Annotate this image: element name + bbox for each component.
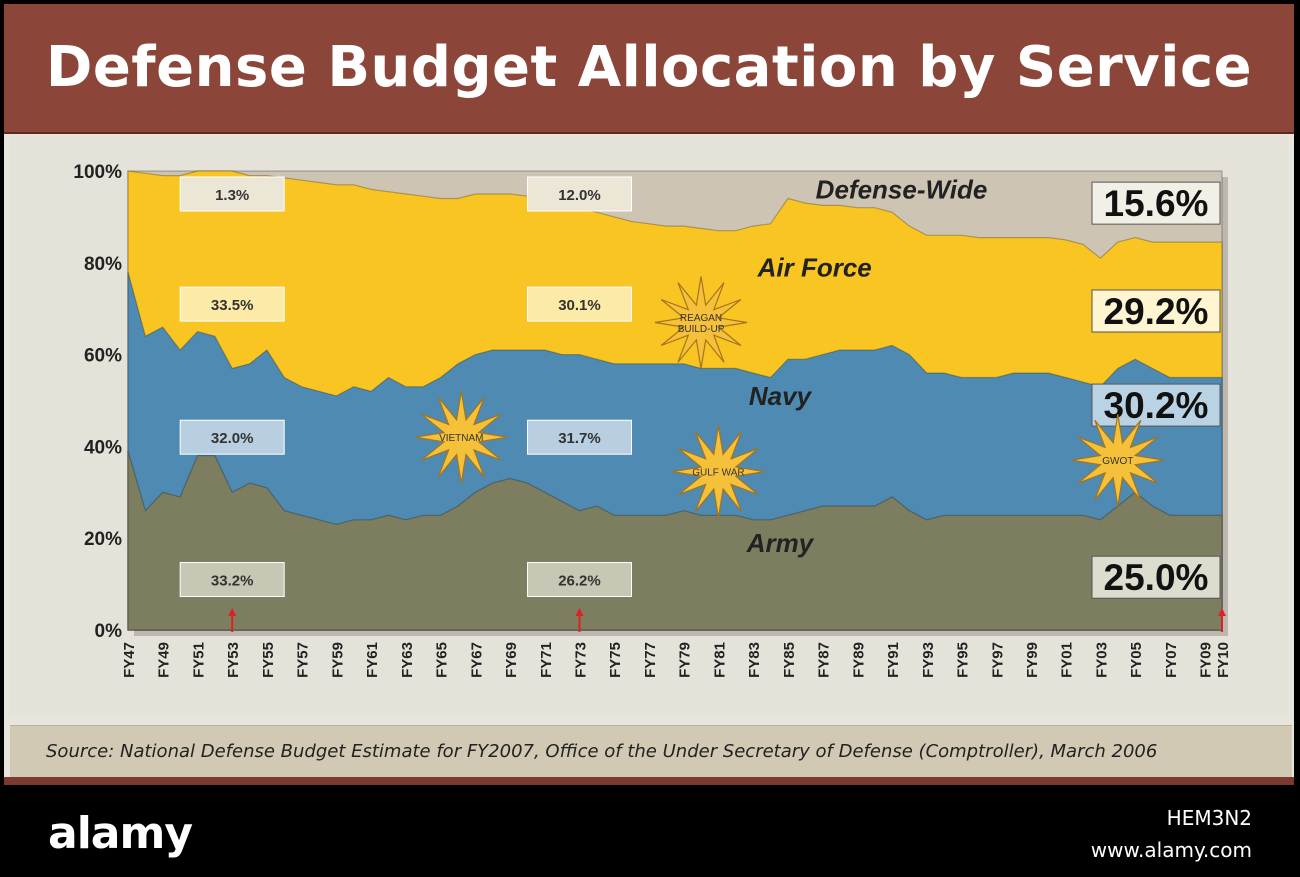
band-label-air-force: Air Force: [757, 252, 872, 282]
value-box-label: 31.7%: [558, 430, 601, 447]
x-tick-label: FY87: [816, 642, 833, 678]
y-tick-label: 20%: [84, 529, 122, 550]
end-value-box-air-force: [1091, 289, 1221, 333]
source-note: Source: National Defense Budget Estimate…: [46, 741, 1158, 762]
x-tick-label: FY81: [711, 642, 728, 678]
x-tick-label: FY79: [677, 642, 694, 678]
x-tick-label: FY83: [746, 642, 763, 678]
x-tick-label: FY09: [1198, 642, 1215, 678]
end-value-label-navy: 30.2%: [1104, 385, 1209, 426]
x-tick-label: FY05: [1128, 642, 1145, 678]
value-box-label: 30.1%: [558, 297, 601, 314]
x-tick-label: FY65: [434, 642, 451, 678]
x-tick-label: FY75: [607, 642, 624, 678]
event-star: [1071, 414, 1164, 507]
page-title: Defense Budget Allocation by Service: [45, 35, 1253, 100]
x-tick-label: FY07: [1163, 642, 1180, 678]
x-tick-label: FY97: [989, 642, 1006, 678]
value-box-label: 12.0%: [558, 187, 601, 204]
x-tick-label: FY61: [364, 642, 381, 678]
end-value-label-army: 25.0%: [1104, 557, 1209, 598]
value-box-label: 33.5%: [211, 297, 254, 314]
x-tick-label: FY47: [121, 642, 138, 678]
y-tick-label: 100%: [73, 162, 122, 183]
event-star: [415, 391, 508, 484]
marker-arrow-head: [228, 608, 237, 616]
marker-arrow-head: [575, 608, 584, 616]
x-tick-label: FY63: [399, 642, 416, 678]
footer-logo: alamy: [48, 808, 193, 859]
x-tick-label: FY67: [468, 642, 485, 678]
value-box-label: 26.2%: [558, 573, 601, 590]
end-value-label-air-force: 29.2%: [1104, 291, 1209, 332]
event-label: VIETNAM: [439, 433, 483, 444]
x-tick-label: FY57: [295, 642, 312, 678]
footer-bar: [0, 785, 1300, 877]
x-tick-label: FY51: [190, 642, 207, 678]
value-box-label: 32.0%: [211, 430, 254, 447]
value-box-air-force: [179, 286, 285, 322]
value-box-defense-wide: [526, 176, 632, 212]
end-value-box-navy: [1091, 383, 1221, 427]
value-box-navy: [179, 419, 285, 455]
x-tick-label: FY73: [572, 642, 589, 678]
value-box-army: [526, 562, 632, 598]
area-army: [127, 450, 1223, 631]
value-box-label: 33.2%: [211, 573, 254, 590]
marker-arrow-head: [1218, 608, 1226, 616]
x-tick-label: FY49: [156, 642, 173, 678]
y-tick-label: 60%: [84, 346, 122, 367]
x-tick-label: FY55: [260, 642, 277, 678]
bottom-strip: [4, 777, 1294, 785]
y-tick-label: 0%: [95, 621, 123, 642]
x-tick-label: FY93: [920, 642, 937, 678]
x-tick-label: FY77: [642, 642, 659, 678]
band-label-army: Army: [746, 528, 815, 558]
stacked-area-chart: 0% 20% 40% 60% 80% 100% FY47 FY49 FY51 FY53 FY55 FY…: [73, 162, 1232, 678]
value-box-defense-wide: [179, 176, 285, 212]
event-star: [654, 276, 748, 369]
title-bar: Defense Budget Allocation by Service: [4, 4, 1294, 134]
y-tick-label: 40%: [84, 437, 122, 458]
x-tick-label: FY89: [850, 642, 867, 678]
x-tick-label: FY71: [538, 642, 555, 678]
x-tick-label: FY85: [781, 642, 798, 678]
x-tick-label: FY59: [329, 642, 346, 678]
value-box-navy: [526, 419, 632, 455]
x-tick-label: FY91: [885, 642, 902, 678]
footer-url: www.alamy.com: [1090, 838, 1252, 862]
band-label-navy: Navy: [749, 381, 813, 411]
event-label: REAGAN: [680, 313, 722, 324]
value-box-label: 1.3%: [215, 187, 249, 204]
x-tick-label: FY53: [225, 642, 242, 678]
band-label-defense-wide: Defense-Wide: [816, 174, 988, 204]
x-tick-label: FY69: [503, 642, 520, 678]
end-value-label-defense-wide: 15.6%: [1104, 183, 1209, 224]
source-bar: Source: National Defense Budget Estimate…: [10, 725, 1292, 778]
value-box-air-force: [526, 286, 632, 322]
event-label: GULF WAR: [692, 468, 744, 479]
y-tick-label: 80%: [84, 254, 122, 275]
event-label: GWOT: [1102, 456, 1133, 467]
chart-panel: 0% 20% 40% 60% 80% 100% FY47 FY49 FY51 FY53 FY55 FY…: [10, 135, 1288, 715]
x-tick-label: FY99: [1024, 642, 1041, 678]
event-star: [672, 425, 765, 518]
footer-image-id: HEM3N2: [1166, 806, 1252, 830]
value-box-army: [179, 562, 285, 598]
x-tick-label: FY01: [1059, 642, 1076, 678]
event-label: BUILD-UP: [678, 324, 725, 335]
x-tick-label: FY10: [1215, 642, 1232, 678]
x-tick-label: FY03: [1093, 642, 1110, 678]
x-tick-label: FY95: [955, 642, 972, 678]
end-value-box-defense-wide: [1091, 181, 1221, 225]
end-value-box-army: [1091, 555, 1221, 599]
